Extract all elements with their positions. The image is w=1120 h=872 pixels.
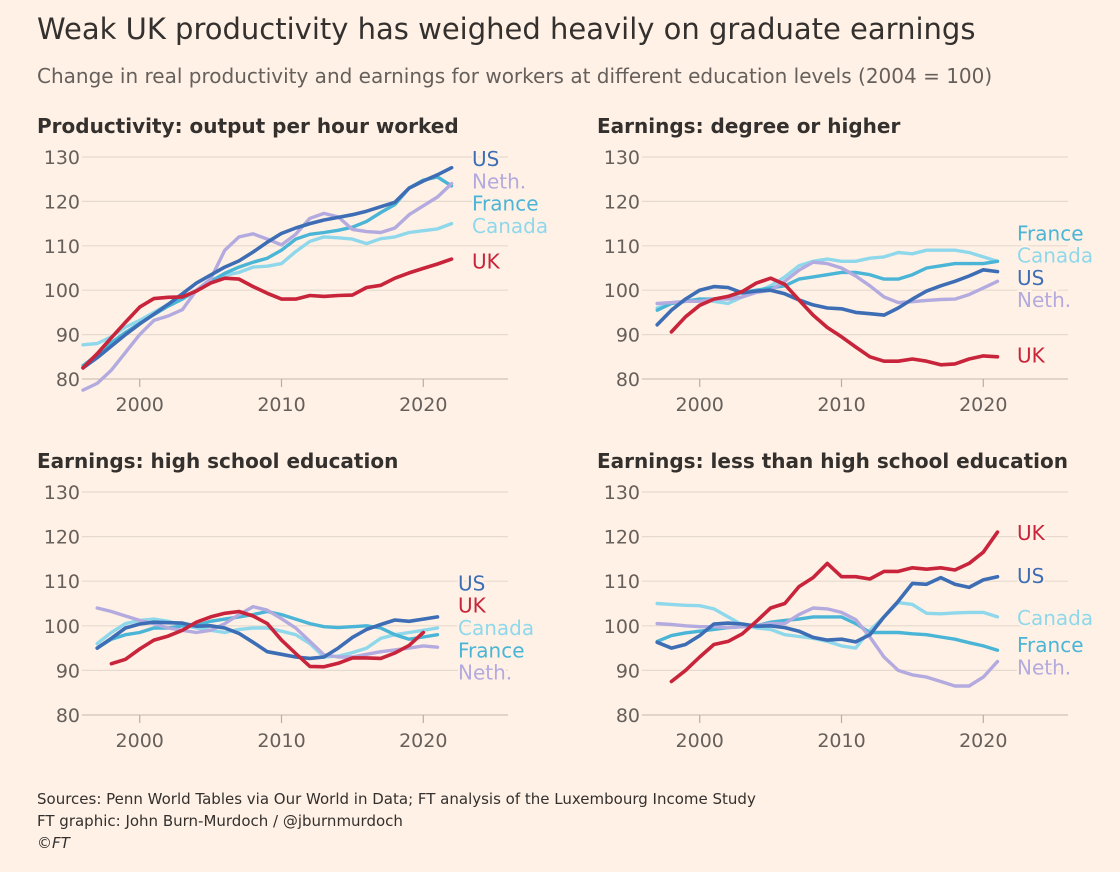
y-tick-label: 90 — [56, 325, 80, 347]
legend-label-france: France — [472, 192, 539, 216]
legend-label-neth: Neth. — [472, 169, 526, 193]
series-line-france — [655, 615, 1000, 652]
legend-label-uk: UK — [472, 249, 501, 273]
copyright: ©FT — [37, 834, 70, 852]
series-line-canada — [95, 617, 440, 659]
series-line-uk — [669, 530, 1000, 684]
y-tick-label: 120 — [44, 527, 80, 549]
y-tick-label: 130 — [44, 482, 80, 504]
x-tick-label: 2010 — [257, 730, 305, 752]
y-tick-label: 80 — [56, 369, 80, 391]
legend-label-france: France — [458, 638, 525, 662]
x-tick-label: 2000 — [116, 394, 164, 416]
y-tick-label: 100 — [44, 280, 80, 302]
legend-label-neth: Neth. — [1017, 288, 1071, 312]
credit-note: FT graphic: John Burn-Murdoch / @jburnmu… — [37, 812, 403, 830]
x-tick-label: 2000 — [676, 394, 724, 416]
y-tick-label: 90 — [616, 325, 640, 347]
y-tick-label: 100 — [604, 280, 640, 302]
panel-3: Earnings: high school education 80 90 100 11… — [37, 449, 536, 752]
x-tick-label: 2010 — [817, 394, 865, 416]
legend-label-canada: Canada — [1017, 244, 1093, 268]
chart-title: Weak UK productivity has weighed heavily… — [37, 12, 976, 46]
legend-label-us: US — [1017, 564, 1044, 588]
panel-2: Earnings: degree or higher 80 90 100 110 120 1… — [597, 114, 1095, 416]
legend-label-us: US — [472, 147, 499, 171]
y-tick-label: 130 — [44, 147, 80, 169]
panel-4: Earnings: less than high school educatio… — [597, 449, 1095, 752]
panel-title: Productivity: output per hour worked — [37, 114, 459, 138]
series-line-uk — [81, 257, 454, 370]
legend-label-us: US — [1017, 266, 1044, 290]
legend-label-uk: UK — [1017, 343, 1046, 367]
x-tick-label: 2000 — [676, 730, 724, 752]
series-line-us — [655, 267, 1000, 327]
series-line-neth — [81, 181, 454, 392]
series-line-uk — [669, 276, 1000, 367]
y-tick-label: 110 — [44, 571, 80, 593]
y-tick-label: 80 — [616, 369, 640, 391]
footer: Sources: Penn World Tables via Our World… — [37, 788, 756, 854]
y-tick-label: 110 — [604, 236, 640, 258]
series-line-us — [95, 615, 440, 661]
panel-title: Earnings: degree or higher — [597, 114, 900, 138]
y-tick-label: 120 — [604, 191, 640, 213]
legend-label-france: France — [1017, 221, 1084, 245]
sources-note: Sources: Penn World Tables via Our World… — [37, 790, 756, 808]
x-tick-label: 2010 — [257, 394, 305, 416]
y-tick-label: 120 — [44, 191, 80, 213]
series-line-us — [655, 574, 1000, 650]
y-tick-label: 90 — [56, 660, 80, 682]
series-line-canada — [655, 248, 1000, 310]
y-tick-label: 110 — [44, 236, 80, 258]
x-tick-label: 2020 — [959, 730, 1007, 752]
panel-title: Earnings: high school education — [37, 449, 398, 473]
x-tick-label: 2010 — [817, 730, 865, 752]
y-tick-label: 80 — [56, 705, 80, 727]
x-tick-label: 2020 — [399, 730, 447, 752]
series-line-canada — [81, 221, 454, 347]
series-line-neth — [655, 606, 1000, 688]
legend-label-canada: Canada — [472, 214, 548, 238]
legend-label-uk: UK — [1017, 521, 1046, 545]
legend-label-neth: Neth. — [1017, 656, 1071, 680]
y-tick-label: 90 — [616, 660, 640, 682]
x-tick-label: 2020 — [399, 394, 447, 416]
y-tick-label: 100 — [44, 616, 80, 638]
x-tick-label: 2000 — [116, 730, 164, 752]
series-line-uk — [109, 609, 426, 669]
chart-subtitle: Change in real productivity and earnings… — [37, 64, 993, 88]
y-tick-label: 120 — [604, 527, 640, 549]
legend-label-canada: Canada — [1017, 606, 1093, 630]
legend-label-france: France — [1017, 633, 1084, 657]
series-line-us — [81, 165, 454, 370]
y-tick-label: 130 — [604, 147, 640, 169]
legend-label-neth: Neth. — [458, 661, 512, 685]
panel-title: Earnings: less than high school educatio… — [597, 449, 1068, 473]
y-tick-label: 130 — [604, 482, 640, 504]
y-tick-label: 100 — [604, 616, 640, 638]
panel-1: Productivity: output per hour worked 80 90… — [37, 114, 550, 416]
x-tick-label: 2020 — [959, 394, 1007, 416]
y-tick-label: 110 — [604, 571, 640, 593]
y-tick-label: 80 — [616, 705, 640, 727]
legend-label-canada: Canada — [458, 616, 534, 640]
legend-label-us: US — [458, 571, 485, 595]
legend-label-uk: UK — [458, 594, 487, 618]
